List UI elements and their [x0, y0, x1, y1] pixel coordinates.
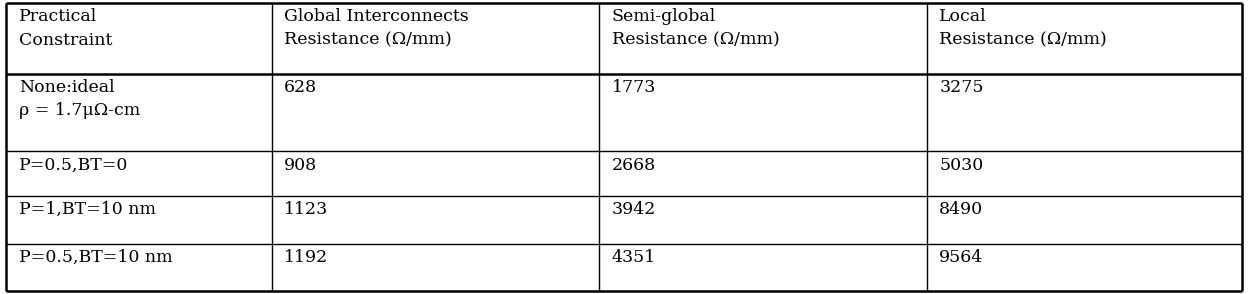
Text: 4351: 4351: [612, 249, 656, 266]
Text: P=1,BT=10 nm: P=1,BT=10 nm: [19, 201, 156, 218]
Text: None:ideal
ρ = 1.7μΩ-cm: None:ideal ρ = 1.7μΩ-cm: [19, 79, 140, 119]
Text: 1192: 1192: [285, 249, 328, 266]
Text: 3942: 3942: [612, 201, 656, 218]
Text: 2668: 2668: [612, 157, 656, 174]
Text: 3275: 3275: [940, 79, 983, 96]
Text: Practical
Constraint: Practical Constraint: [19, 8, 112, 49]
Text: Local
Resistance (Ω/mm): Local Resistance (Ω/mm): [940, 8, 1107, 49]
Text: 9564: 9564: [940, 249, 983, 266]
Text: 5030: 5030: [940, 157, 983, 174]
Text: Semi-global
Resistance (Ω/mm): Semi-global Resistance (Ω/mm): [612, 8, 780, 49]
Text: 1123: 1123: [285, 201, 328, 218]
Text: 8490: 8490: [940, 201, 983, 218]
Text: 628: 628: [285, 79, 317, 96]
Text: Global Interconnects
Resistance (Ω/mm): Global Interconnects Resistance (Ω/mm): [285, 8, 469, 49]
Text: P=0.5,BT=10 nm: P=0.5,BT=10 nm: [19, 249, 172, 266]
Text: 1773: 1773: [612, 79, 656, 96]
Text: P=0.5,BT=0: P=0.5,BT=0: [19, 157, 129, 174]
Text: 908: 908: [285, 157, 317, 174]
